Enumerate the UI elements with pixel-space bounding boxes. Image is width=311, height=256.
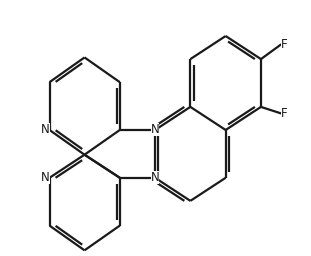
Text: N: N (41, 123, 49, 136)
Text: N: N (151, 123, 160, 136)
Text: F: F (281, 38, 288, 51)
Text: N: N (41, 171, 49, 184)
Text: N: N (151, 171, 160, 184)
Text: F: F (281, 107, 288, 120)
